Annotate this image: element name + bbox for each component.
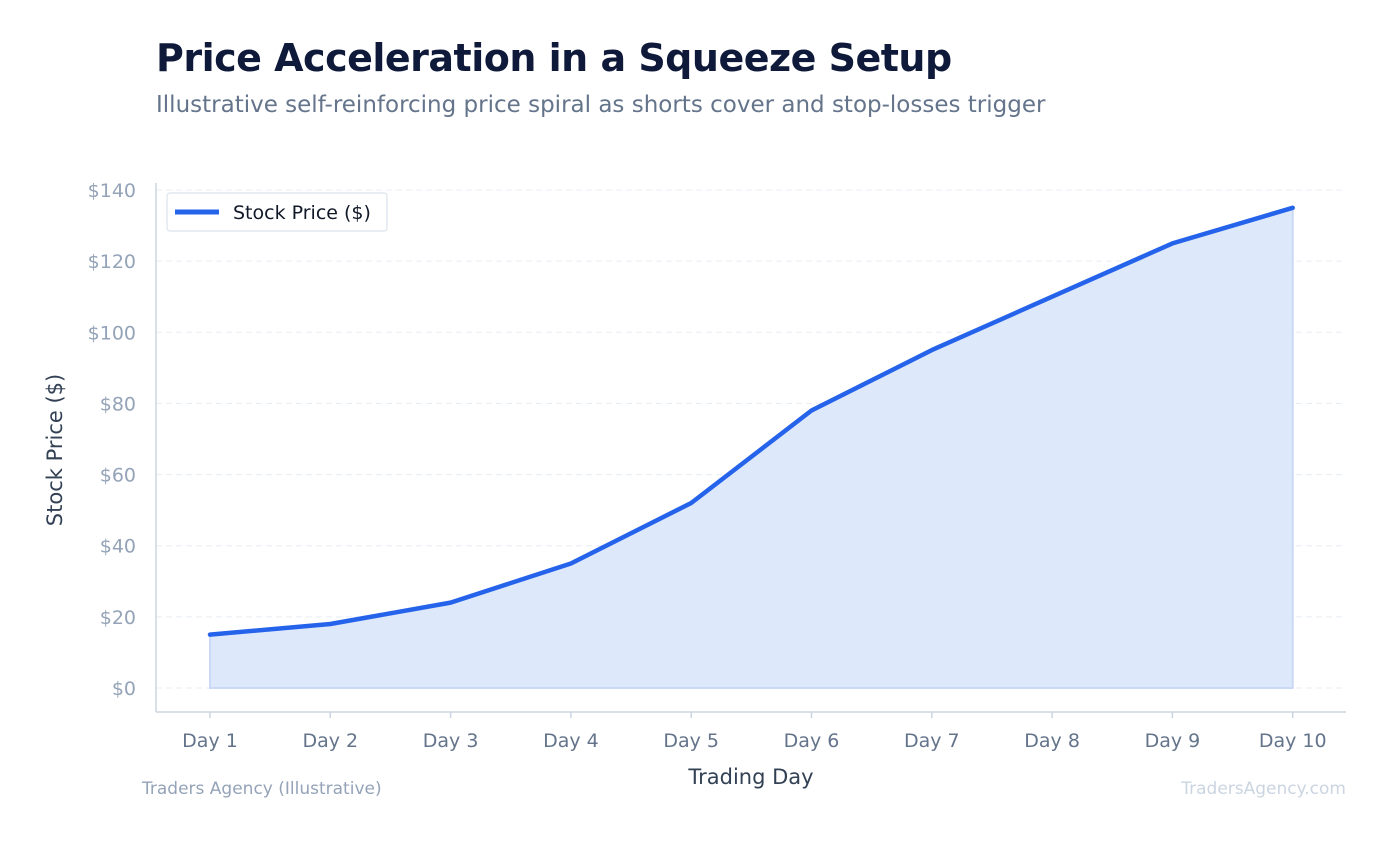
- footer-source: Traders Agency (Illustrative): [142, 779, 382, 799]
- x-tick-labels: Day 1 Day 2 Day 3 Day 4 Day 5 Day 6 Day 7 Day 8…: [182, 730, 1326, 752]
- y-tick-label: $100: [88, 322, 136, 344]
- footer-watermark: TradersAgency.com: [1181, 779, 1346, 799]
- x-tick-label: Day 8: [1024, 730, 1080, 752]
- series-line: [207, 205, 1295, 637]
- x-tick-label: Day 3: [423, 730, 479, 752]
- y-tick-label: $0: [112, 678, 136, 700]
- axes: [155, 183, 1346, 718]
- y-axis-title: Stock Price ($): [43, 374, 67, 526]
- series-line-layer: [207, 205, 1295, 637]
- y-tick-label: $120: [88, 251, 136, 273]
- x-tick-label: Day 4: [543, 730, 599, 752]
- y-tick-label: $20: [100, 607, 136, 629]
- x-tick-label: Day 6: [784, 730, 840, 752]
- x-tick-label: Day 7: [904, 730, 960, 752]
- y-tick-label: $40: [100, 536, 136, 558]
- y-tick-label: $60: [100, 465, 136, 487]
- x-tick-label: Day 1: [182, 730, 238, 752]
- x-tick-label: Day 10: [1259, 730, 1327, 752]
- y-tick-label: $80: [100, 393, 136, 415]
- x-tick-label: Day 9: [1145, 730, 1201, 752]
- x-tick-label: Day 2: [302, 730, 358, 752]
- legend-box: [166, 192, 388, 232]
- chart-subtitle: Illustrative self-reinforcing price spir…: [156, 92, 1046, 118]
- x-axis-title: Trading Day: [687, 765, 813, 789]
- legend: Stock Price ($): [166, 192, 388, 232]
- legend-label: Stock Price ($): [233, 202, 371, 224]
- y-tick-label: $140: [88, 180, 136, 202]
- chart-title: Price Acceleration in a Squeeze Setup: [156, 36, 952, 80]
- y-tick-labels: $0 $20 $40 $60 $80 $100 $120 $140: [88, 180, 136, 700]
- x-tick-label: Day 5: [663, 730, 719, 752]
